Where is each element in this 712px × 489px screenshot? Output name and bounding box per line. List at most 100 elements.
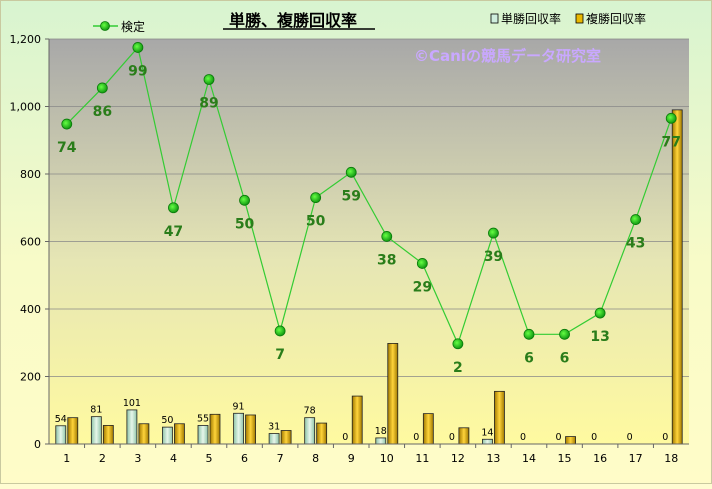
- legend-line-label: 検定: [121, 19, 145, 34]
- legend-label-tansho: 単勝回収率: [501, 11, 561, 26]
- bar-fukusho: [494, 390, 505, 445]
- x-axis-tick-labels: 1 2 3 4 5 6 7 8 9 10 11 12 13 14 15 16 17 18: [63, 444, 678, 465]
- y-tick-label: 1,200: [10, 33, 42, 46]
- y-tick-label: 800: [20, 168, 41, 181]
- line-point-kentei: [345, 166, 357, 178]
- line-data-label: 74: [57, 140, 77, 156]
- bar-fukusho: [209, 413, 221, 445]
- line-layer: [61, 42, 677, 350]
- line-point-kentei: [381, 231, 393, 242]
- line-data-label: 77: [661, 134, 680, 150]
- chart-title: 単勝、複勝回収率: [229, 11, 357, 30]
- line-point-kentei: [523, 328, 535, 340]
- x-tick-label: 1: [63, 452, 70, 465]
- bar-tansho-data-label: 0: [591, 432, 597, 443]
- x-tick-label: 8: [312, 452, 319, 465]
- legend-label-fukusho: 複勝回収率: [586, 11, 646, 26]
- x-tick-label: 10: [380, 452, 394, 465]
- y-tick-label: 600: [20, 236, 41, 249]
- bar-fukusho: [174, 423, 185, 445]
- x-tick-label: 5: [206, 452, 213, 465]
- line-point-kentei: [559, 328, 570, 340]
- x-tick-label: 13: [486, 452, 500, 465]
- bar-tansho-data-label: 50: [161, 415, 173, 426]
- line-point-kentei: [132, 42, 144, 53]
- line-data-label: 7: [275, 347, 285, 363]
- x-tick-label: 4: [170, 452, 177, 465]
- bar-fukusho: [245, 414, 256, 445]
- line-data-label: 86: [93, 104, 112, 120]
- watermark-text: ©Caniの競馬データ研究室: [414, 47, 601, 65]
- bar-tansho: [375, 437, 387, 445]
- x-tick-label: 17: [629, 452, 643, 465]
- bar-tansho-data-label: 0: [520, 432, 526, 443]
- line-data-label: 99: [128, 63, 147, 79]
- bar-tansho: [482, 438, 493, 445]
- line-data-label: 6: [524, 350, 534, 366]
- bar-tansho-data-label: 0: [413, 432, 419, 443]
- data-label-layer: 54 81 101 50 55 91 31 78 0 18 0 0 14 0 0 0 0 0 74 86 99 47 89 5…: [55, 63, 681, 443]
- bar-fukusho: [458, 427, 470, 445]
- bar-tansho: [90, 416, 102, 445]
- grid-layer: [45, 38, 689, 445]
- line-series-kentei: [66, 46, 672, 346]
- line-point-kentei: [96, 82, 108, 94]
- bar-tansho-data-label: 78: [304, 406, 316, 417]
- bar-tansho-data-label: 0: [556, 432, 562, 443]
- line-point-kentei: [61, 118, 73, 130]
- bar-tansho-data-label: 0: [627, 432, 633, 443]
- line-point-kentei: [203, 74, 215, 85]
- bar-tansho: [233, 412, 244, 445]
- line-data-label: 89: [199, 96, 218, 112]
- x-tick-label: 3: [134, 452, 141, 465]
- x-tick-label: 7: [277, 452, 284, 465]
- x-tick-label: 12: [451, 452, 465, 465]
- x-tick-label: 16: [593, 452, 607, 465]
- line-data-label: 38: [377, 252, 396, 268]
- line-point-kentei: [239, 194, 250, 206]
- line-data-label: 59: [341, 188, 360, 204]
- bar-fukusho: [351, 395, 363, 445]
- bar-tansho-data-label: 91: [233, 401, 245, 412]
- line-point-kentei: [274, 325, 286, 337]
- line-data-label: 6: [560, 350, 570, 366]
- line-point-kentei: [310, 192, 322, 204]
- y-axis-tick-labels: 0 200 400 600 800 1,000 1,200: [10, 33, 42, 451]
- bar-tansho-data-label: 101: [123, 398, 141, 409]
- line-data-label: 47: [164, 224, 183, 240]
- bar-tansho-data-label: 0: [342, 432, 348, 443]
- bar-fukusho: [280, 430, 292, 445]
- line-point-kentei: [488, 227, 499, 239]
- bar-tansho-data-label: 31: [268, 422, 280, 433]
- x-tick-label: 9: [348, 452, 355, 465]
- bar-tansho-data-label: 81: [90, 405, 102, 416]
- bar-tansho-data-label: 14: [481, 427, 493, 438]
- legend-swatch-fukusho: [575, 13, 584, 24]
- bar-tansho: [268, 433, 280, 445]
- x-tick-label: 2: [99, 452, 106, 465]
- y-tick-label: 200: [20, 371, 41, 384]
- bar-fukusho: [67, 417, 79, 445]
- x-tick-label: 11: [415, 452, 429, 465]
- bar-tansho-data-label: 0: [662, 432, 668, 443]
- line-data-label: 50: [235, 216, 255, 232]
- bar-fukusho: [138, 423, 150, 445]
- x-tick-label: 6: [241, 452, 248, 465]
- bar-tansho-data-label: 18: [375, 426, 387, 437]
- bar-fukusho: [671, 109, 683, 445]
- line-point-kentei: [416, 258, 428, 269]
- bar-layer: [55, 109, 683, 445]
- legend-bar-entries: 単勝回収率 複勝回収率: [490, 11, 646, 26]
- line-data-label: 43: [626, 236, 645, 252]
- line-point-kentei: [452, 338, 464, 350]
- legend-line-marker: [100, 21, 110, 31]
- line-data-label: 2: [453, 360, 463, 376]
- line-data-label: 39: [484, 249, 503, 265]
- bar-fukusho: [422, 413, 434, 445]
- line-data-label: 50: [306, 214, 326, 230]
- bar-fukusho: [316, 422, 328, 445]
- bar-fukusho: [387, 343, 399, 445]
- x-tick-label: 15: [558, 452, 572, 465]
